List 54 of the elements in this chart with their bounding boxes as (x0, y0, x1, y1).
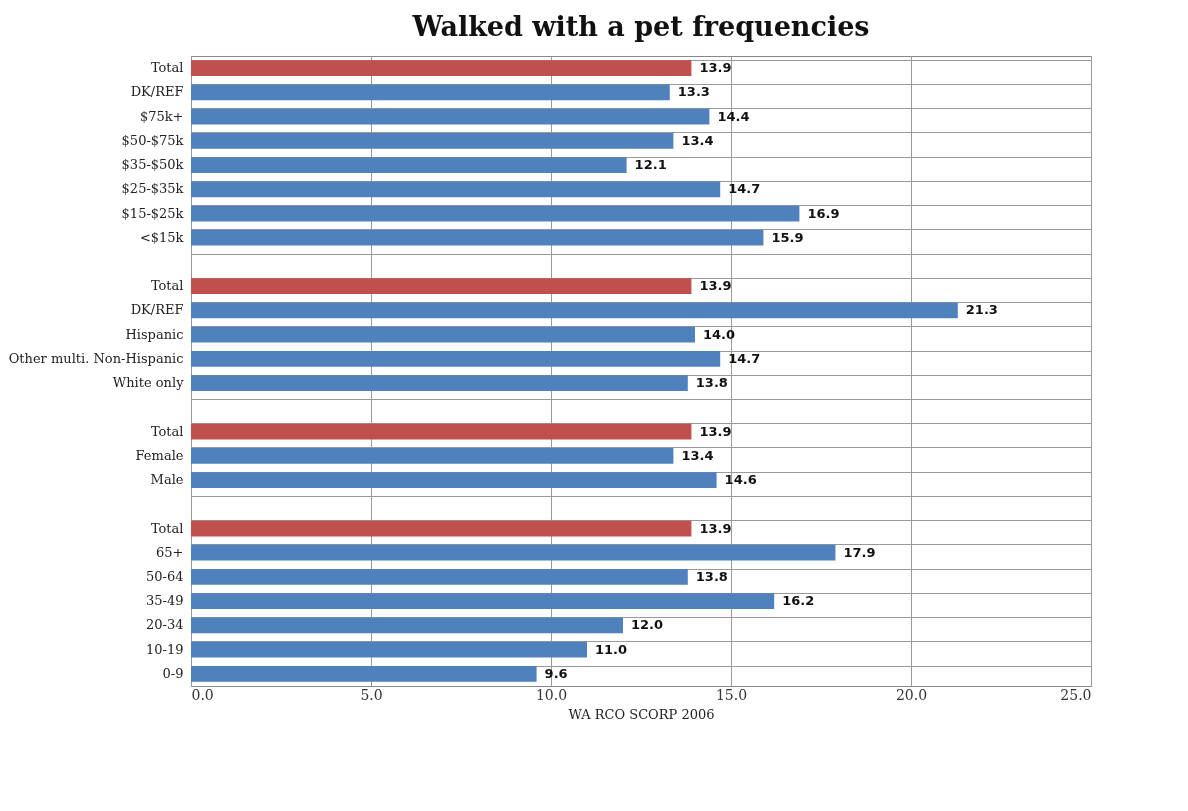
y-tick-label: Female (135, 447, 184, 463)
y-tick-label: White only (112, 375, 185, 391)
y-tick-label: $50-$75k (121, 132, 184, 148)
data-label: 16.2 (782, 593, 815, 609)
data-label: 14.6 (724, 472, 757, 488)
y-tick-label: $75k+ (139, 108, 184, 124)
y-tick-label: <$15k (139, 229, 184, 245)
data-label: 14.4 (717, 108, 750, 124)
y-tick-label: Total (150, 423, 184, 439)
data-label: 12.0 (631, 617, 664, 633)
y-tick-label: $15-$25k (121, 205, 184, 221)
data-label: 9.6 (544, 665, 568, 681)
x-tick-label: 20.0 (895, 686, 928, 703)
y-tick-label: 35-49 (146, 593, 184, 609)
x-axis-title: WA RCO SCORP 2006 (568, 706, 715, 722)
data-label: 13.9 (699, 278, 732, 294)
y-tick-label: 65+ (156, 544, 184, 560)
y-tick-label: Male (150, 472, 184, 488)
data-label: 14.7 (728, 350, 761, 366)
y-tick-label: Other multi. Non-Hispanic (8, 350, 184, 366)
data-label: 13.9 (699, 520, 732, 536)
data-label: 13.9 (699, 60, 732, 76)
y-tick-label: 20-34 (146, 617, 184, 633)
y-tick-label: DK/REF (130, 302, 184, 318)
data-label: 13.4 (681, 447, 714, 463)
y-tick-label: DK/REF (130, 84, 184, 100)
data-label: 13.8 (695, 375, 728, 391)
x-tick-label: 10.0 (535, 686, 568, 703)
y-tick-label: Total (150, 520, 184, 536)
x-tick-label: 25.0 (1060, 686, 1092, 703)
data-label: 17.9 (843, 544, 876, 560)
y-tick-label: Total (150, 60, 184, 76)
data-label: 13.8 (695, 568, 728, 584)
data-label: 11.0 (595, 641, 628, 657)
y-tick-label: Total (150, 278, 184, 294)
chart-title: Walked with a pet frequencies (411, 11, 870, 42)
data-label: 16.9 (807, 205, 840, 221)
data-label: 21.3 (965, 302, 998, 318)
data-label: 13.3 (677, 84, 710, 100)
y-tick-label: 50-64 (146, 568, 184, 584)
x-tick-label: 0.0 (191, 686, 214, 703)
y-tick-label: $25-$35k (121, 181, 184, 197)
y-tick-label: $35-$50k (121, 157, 184, 173)
data-label: 13.4 (681, 132, 714, 148)
data-label: 12.1 (634, 157, 667, 173)
data-label: 15.9 (771, 229, 804, 245)
x-tick-label: 15.0 (715, 686, 748, 703)
data-label: 13.9 (699, 423, 732, 439)
data-label: 14.0 (703, 326, 736, 342)
data-label: 14.7 (728, 181, 761, 197)
y-tick-label: Hispanic (125, 326, 184, 342)
y-tick-label: 10-19 (146, 641, 184, 657)
y-tick-label: 0-9 (162, 665, 184, 681)
x-tick-label: 5.0 (360, 686, 383, 703)
